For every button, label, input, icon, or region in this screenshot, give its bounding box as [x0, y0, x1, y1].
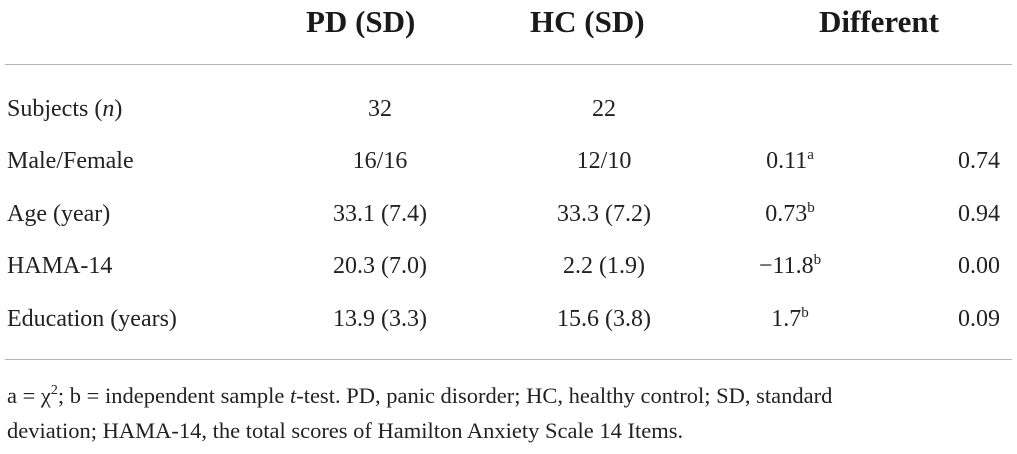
cell-stat: 0.73b — [765, 200, 815, 228]
table-row: Education (years) 13.9 (3.3) 15.6 (3.8) … — [0, 299, 1017, 339]
cell-hc: 15.6 (3.8) — [557, 306, 651, 332]
header-pd: PD (SD) — [306, 4, 416, 39]
row-label: Education (years) — [7, 306, 177, 332]
table-row: HAMA-14 20.3 (7.0) 2.2 (1.9) −11.8b 0.00 — [0, 246, 1017, 286]
cell-stat: 0.11a — [766, 147, 814, 175]
cell-stat: −11.8b — [758, 252, 822, 280]
row-label: Subjects (n) — [7, 96, 123, 122]
cell-pd: 13.9 (3.3) — [333, 306, 427, 332]
header-rule — [5, 64, 1012, 65]
row-label: HAMA-14 — [7, 253, 113, 279]
header-different: Different — [819, 4, 939, 39]
cell-stat: 1.7b — [771, 305, 809, 333]
footnote-line-2: deviation; HAMA-14, the total scores of … — [7, 418, 684, 443]
footnote-line-1: a = χ2; b = independent sample t-test. P… — [7, 383, 833, 408]
cell-hc: 12/10 — [576, 148, 632, 174]
cell-pd: 16/16 — [352, 148, 408, 174]
cell-p: 0.94 — [958, 201, 1000, 227]
cell-hc: 22 — [592, 96, 616, 122]
cell-hc: 33.3 (7.2) — [557, 201, 651, 227]
cell-pd: 20.3 (7.0) — [333, 253, 427, 279]
cell-hc: 2.2 (1.9) — [563, 253, 645, 279]
cell-pd: 33.1 (7.4) — [333, 201, 427, 227]
cell-pd: 32 — [368, 96, 392, 122]
header-hc: HC (SD) — [530, 4, 645, 39]
cell-p: 0.74 — [958, 148, 1000, 174]
footer-rule — [5, 359, 1012, 360]
row-label: Male/Female — [7, 148, 134, 174]
cell-p: 0.00 — [958, 253, 1000, 279]
table-row: Age (year) 33.1 (7.4) 33.3 (7.2) 0.73b 0… — [0, 194, 1017, 234]
row-label: Age (year) — [7, 201, 111, 227]
table-footnote: a = χ2; b = independent sample t-test. P… — [7, 378, 1012, 448]
table-row: Subjects (n) 32 22 — [0, 89, 1017, 129]
cell-p: 0.09 — [958, 306, 1000, 332]
table-row: Male/Female 16/16 12/10 0.11a 0.74 — [0, 141, 1017, 181]
